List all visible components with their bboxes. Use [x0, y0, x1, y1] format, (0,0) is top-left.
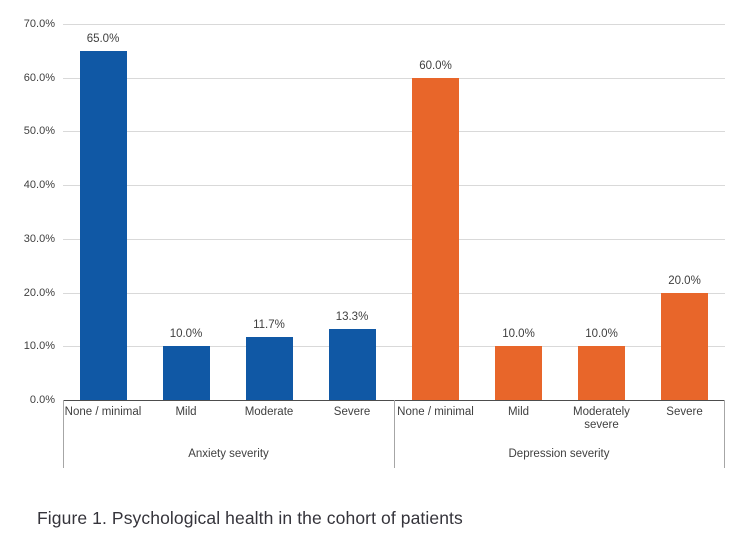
bar — [328, 328, 376, 400]
figure-caption: Figure 1. Psychological health in the co… — [37, 508, 463, 528]
bar — [495, 346, 542, 400]
bar-value-label: 65.0% — [86, 32, 120, 45]
y-axis-tick-label: 20.0% — [23, 286, 55, 299]
bar-value-label: 60.0% — [419, 59, 452, 72]
gridline — [63, 185, 725, 187]
gridline — [63, 131, 725, 133]
y-axis-tick-label: 50.0% — [23, 125, 55, 138]
bar — [162, 346, 210, 400]
gridline — [63, 77, 725, 79]
gridline — [63, 24, 725, 25]
bar — [412, 77, 459, 400]
bar-value-label: 13.3% — [335, 310, 369, 323]
category-label: None / minimal — [397, 406, 474, 418]
bar-value-label: 11.7% — [253, 319, 285, 332]
gridline — [63, 238, 725, 240]
bar-value-label: 10.0% — [585, 328, 618, 341]
axis-group-label: Depression severity — [508, 448, 610, 460]
bar — [578, 346, 625, 400]
category-label: Moderate — [244, 406, 294, 418]
category-group-separator — [394, 400, 395, 468]
category-group-separator — [63, 400, 64, 468]
gridline — [63, 292, 725, 294]
bar-chart: 0.0% 10.0% 20.0% 30.0% 40.0% 50.0% 60.0% 70.0% 6… — [23, 18, 725, 468]
axis-group-label: Anxiety severity — [188, 448, 269, 460]
category-label: Severe — [333, 406, 371, 418]
category-label: Moderately severe — [573, 406, 630, 431]
category-group-separator — [724, 400, 725, 468]
y-axis-tick-label: 60.0% — [23, 71, 55, 84]
category-label: None / minimal — [64, 406, 142, 418]
gridline — [63, 346, 725, 348]
category-label: Severe — [666, 406, 703, 418]
bar-value-label: 10.0% — [502, 328, 535, 341]
bar — [245, 337, 293, 400]
category-label: Mild — [507, 406, 530, 418]
category-label: Mild — [175, 406, 197, 418]
y-axis-tick-label: 0.0% — [29, 394, 55, 406]
bar-value-label: 10.0% — [169, 328, 203, 341]
y-axis-tick-label: 30.0% — [23, 232, 55, 245]
bar — [79, 50, 127, 400]
y-axis-tick-label: 40.0% — [23, 179, 55, 192]
y-axis-tick-label: 70.0% — [23, 18, 55, 30]
bar-value-label: 20.0% — [668, 274, 701, 287]
y-axis-tick-label: 10.0% — [23, 340, 55, 353]
bar — [661, 292, 708, 400]
